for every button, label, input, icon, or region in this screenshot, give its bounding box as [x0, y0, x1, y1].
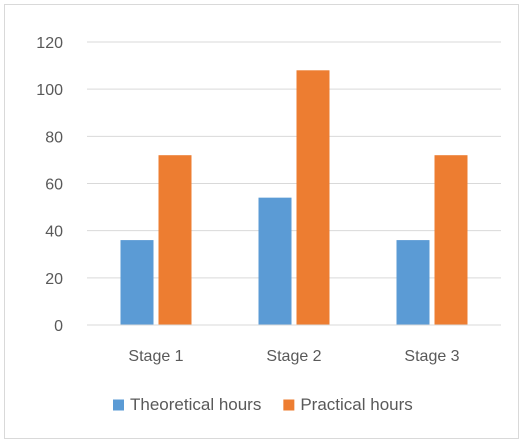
y-axis-tick-labels: 0 20 40 60 80 100 120: [36, 35, 63, 335]
y-tick-label: 80: [45, 129, 63, 146]
bar-practical-hours-stage-2: [296, 70, 330, 325]
x-tick-label: Stage 3: [404, 348, 459, 365]
bar-practical-hours-stage-3: [434, 155, 468, 325]
bar-theoretical-hours-stage-1: [120, 240, 154, 325]
legend-swatch: [113, 399, 124, 411]
bar-theoretical-hours-stage-3: [396, 240, 430, 325]
legend: Theoretical hours Practical hours: [113, 395, 413, 414]
y-tick-label: 100: [36, 82, 63, 99]
x-tick-label: Stage 2: [266, 348, 321, 365]
legend-swatch: [283, 399, 295, 411]
y-tick-label: 120: [36, 35, 63, 52]
y-tick-label: 60: [45, 177, 63, 194]
x-tick-label: Stage 1: [128, 348, 183, 365]
y-tick-label: 40: [45, 224, 63, 241]
gridlines: [87, 41, 501, 279]
bar-theoretical-hours-stage-2: [258, 197, 292, 325]
bar-practical-hours-stage-1: [158, 155, 192, 325]
x-axis-tick-labels: Stage 1 Stage 2 Stage 3: [128, 348, 459, 365]
y-tick-label: 0: [54, 318, 63, 335]
y-tick-label: 20: [45, 271, 63, 288]
legend-label: Practical hours: [300, 395, 412, 414]
legend-label: Theoretical hours: [130, 395, 261, 414]
bars: [120, 70, 468, 325]
